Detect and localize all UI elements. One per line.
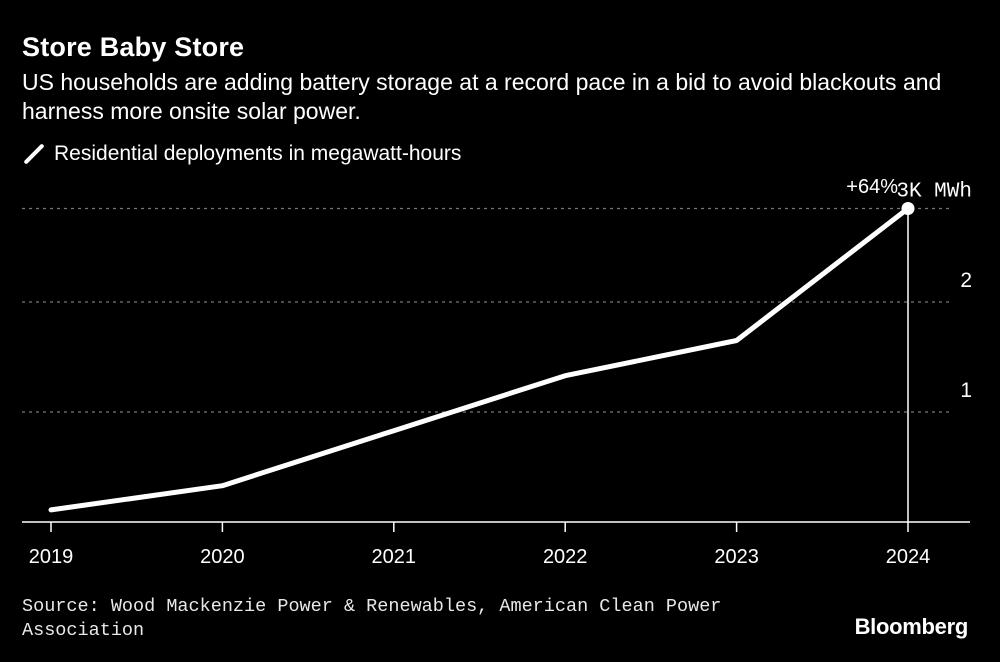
x-tick-label: 2020 [200,546,245,568]
y-tick-label: 2 [960,269,972,292]
series-line [48,206,911,513]
chart-title: Store Baby Store [22,32,245,62]
bloomberg-logo: Bloomberg [854,614,969,639]
x-tick-label: 2024 [886,546,931,568]
y-tick-label: 3K MWh [896,181,972,204]
legend-label: Residential deployments in megawatt-hour… [54,142,462,165]
x-tick-label: 2022 [543,546,588,568]
source-note: Source: Wood Mackenzie Power & Renewable… [22,596,722,641]
x-tick-label: 2023 [714,546,759,568]
chart-subtitle: US households are adding battery storage… [22,69,942,124]
legend: Residential deployments in megawatt-hour… [22,142,461,166]
x-tick-label: 2021 [372,546,417,568]
y-tick-label: 1 [960,379,972,402]
change-annotation: +64% [846,176,898,198]
x-tick-label: 2019 [29,546,74,568]
end-point-marker [901,202,915,215]
